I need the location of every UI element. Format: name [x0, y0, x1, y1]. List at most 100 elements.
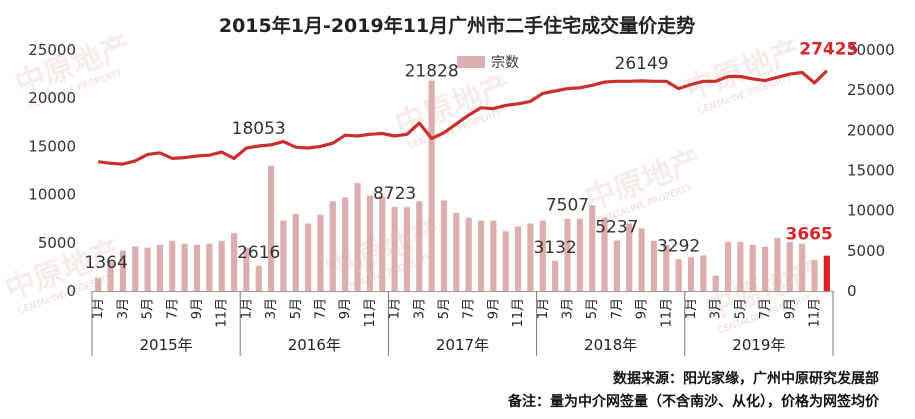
- month-tick-label: 1月: [388, 298, 403, 319]
- volume-bar: [416, 201, 423, 291]
- month-tick-label: 3月: [709, 298, 724, 319]
- year-label: 2019年: [732, 336, 785, 354]
- left-axis-tick-label: 5000: [38, 234, 76, 252]
- year-label: 2015年: [140, 336, 193, 354]
- volume-bar: [477, 220, 485, 291]
- right-axis-tick-label: 5000: [847, 242, 885, 260]
- volume-bar: [156, 244, 164, 291]
- price-data-label: 27425: [799, 40, 858, 60]
- volume-data-label: 1364: [85, 253, 128, 273]
- volume-bar: [712, 275, 719, 291]
- volume-bar: [292, 213, 299, 291]
- line-series: [97, 69, 828, 166]
- volume-data-label: 3292: [657, 236, 700, 256]
- volume-bar: [749, 244, 756, 291]
- month-tick-label: 9月: [486, 298, 501, 319]
- volume-bar: [601, 217, 608, 291]
- month-tick-label: 7月: [165, 298, 180, 319]
- volume-data-label: 2616: [237, 243, 280, 263]
- volume-bar: [465, 217, 472, 291]
- volume-bar: [403, 207, 411, 291]
- volume-bar: [391, 206, 398, 291]
- month-tick-label: 5月: [289, 298, 304, 319]
- right-axis-tick-label: 25000: [847, 81, 895, 99]
- volume-bar: [687, 257, 695, 291]
- month-tick-label: 7月: [313, 298, 328, 319]
- right-axis-tick-label: 0: [847, 282, 857, 300]
- volume-bar: [774, 237, 781, 291]
- left-axis-tick-label: 20000: [28, 89, 76, 107]
- volume-bar: [181, 243, 188, 291]
- month-tick-label: 3月: [116, 298, 131, 319]
- legend: 宗数: [457, 55, 519, 71]
- volume-bar: [280, 220, 287, 291]
- volume-bar: [366, 195, 373, 291]
- month-tick-label: 11月: [363, 298, 378, 328]
- month-tick-label: 3月: [560, 298, 575, 319]
- volume-bar: [638, 228, 645, 291]
- month-tick-label: 1月: [239, 298, 254, 319]
- month-tick-label: 1月: [91, 298, 106, 319]
- volume-bar: [107, 262, 114, 291]
- volume-bar: [724, 241, 732, 291]
- volume-bar: [527, 223, 534, 291]
- volume-bar: [650, 240, 658, 291]
- month-tick-label: 1月: [536, 298, 551, 319]
- left-axis-tick-label: 10000: [28, 186, 76, 204]
- price-data-label: 26149: [615, 54, 669, 74]
- volume-bar: [502, 231, 509, 291]
- month-tick-label: 5月: [437, 298, 452, 319]
- x-axis: 1月 3月 5月 7月 9月 11月 1月 3月 5月 7月 9月 11月 1月 3月 5月 7月 9月 11月 1…: [91, 291, 834, 356]
- volume-bar: [490, 220, 497, 291]
- volume-bar: [169, 240, 176, 291]
- volume-bar: [440, 200, 448, 291]
- volume-data-label: 8723: [373, 184, 416, 204]
- month-tick-label: 7月: [610, 298, 625, 319]
- month-tick-label: 7月: [462, 298, 477, 319]
- volume-bar: [613, 240, 620, 291]
- right-axis-tick-label: 15000: [847, 162, 895, 180]
- year-label: 2018年: [584, 336, 637, 354]
- volume-bar: [255, 265, 262, 291]
- month-tick-label: 3月: [412, 298, 427, 319]
- legend-swatch: [457, 56, 485, 68]
- volume-bar: [317, 214, 324, 291]
- volume-bar: [230, 233, 238, 291]
- volume-bar: [576, 218, 583, 291]
- legend-label: 宗数: [491, 55, 519, 71]
- volume-bar: [243, 247, 250, 291]
- volume-bar: [305, 223, 312, 291]
- month-tick-label: 3月: [264, 298, 279, 319]
- year-label: 2016年: [288, 336, 341, 354]
- volume-bar: [95, 277, 102, 291]
- volume-bar: [811, 260, 818, 291]
- volume-data-label: 5237: [595, 218, 638, 238]
- volume-bar: [539, 220, 546, 291]
- volume-bar: [354, 183, 361, 291]
- month-tick-label: 9月: [635, 298, 650, 319]
- bar-series: [95, 80, 830, 291]
- month-tick-label: 7月: [758, 298, 773, 319]
- month-tick-label: 11月: [215, 298, 230, 328]
- month-tick-label: 9月: [190, 298, 205, 319]
- volume-bar: [119, 250, 126, 291]
- volume-bar: [799, 243, 806, 291]
- month-tick-label: 5月: [141, 298, 156, 319]
- left-axis-tick-label: 25000: [28, 41, 76, 59]
- volume-bar: [206, 243, 213, 291]
- annotations: 1364 2616 8723 3132 7507 5237 3292 3665 18053 218…: [85, 40, 859, 273]
- volume-bar: [552, 260, 559, 291]
- source-note: 数据来源：阳光家缘，广州中原研究发展部: [613, 370, 879, 387]
- month-tick-label: 1月: [684, 298, 699, 319]
- volume-data-label: 7507: [546, 196, 589, 216]
- price-data-label: 18053: [232, 119, 286, 139]
- left-axis-tick-label: 15000: [28, 137, 76, 155]
- right-axis-tick-label: 30000: [847, 41, 895, 59]
- left-axis-tick-label: 0: [66, 282, 76, 300]
- month-tick-label: 5月: [585, 298, 600, 319]
- price-line: [97, 69, 828, 166]
- volume-bar: [675, 259, 682, 291]
- month-tick-label: 9月: [783, 298, 798, 319]
